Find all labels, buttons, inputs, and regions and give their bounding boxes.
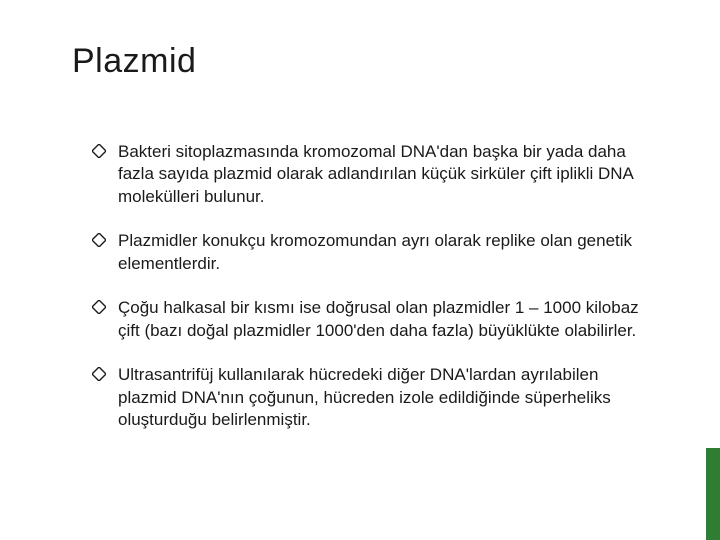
- diamond-bullet-icon: [92, 367, 106, 381]
- bullet-item: Ultrasantrifüj kullanılarak hücredeki di…: [92, 364, 642, 431]
- bullet-text: Plazmidler konukçu kromozomundan ayrı ol…: [118, 230, 642, 275]
- bullet-text: Çoğu halkasal bir kısmı ise doğrusal ola…: [118, 297, 642, 342]
- bullet-item: Bakteri sitoplazmasında kromozomal DNA'd…: [92, 141, 642, 208]
- slide-title: Plazmid: [0, 42, 720, 81]
- bullet-text: Ultrasantrifüj kullanılarak hücredeki di…: [118, 364, 642, 431]
- slide-container: Plazmid Bakteri sitoplazmasında kromozom…: [0, 0, 720, 540]
- bullet-item: Plazmidler konukçu kromozomundan ayrı ol…: [92, 230, 642, 275]
- slide-content: Bakteri sitoplazmasında kromozomal DNA'd…: [0, 81, 720, 431]
- diamond-bullet-icon: [92, 300, 106, 314]
- diamond-bullet-icon: [92, 233, 106, 247]
- accent-bar: [706, 448, 720, 540]
- bullet-text: Bakteri sitoplazmasında kromozomal DNA'd…: [118, 141, 642, 208]
- diamond-bullet-icon: [92, 144, 106, 158]
- bullet-item: Çoğu halkasal bir kısmı ise doğrusal ola…: [92, 297, 642, 342]
